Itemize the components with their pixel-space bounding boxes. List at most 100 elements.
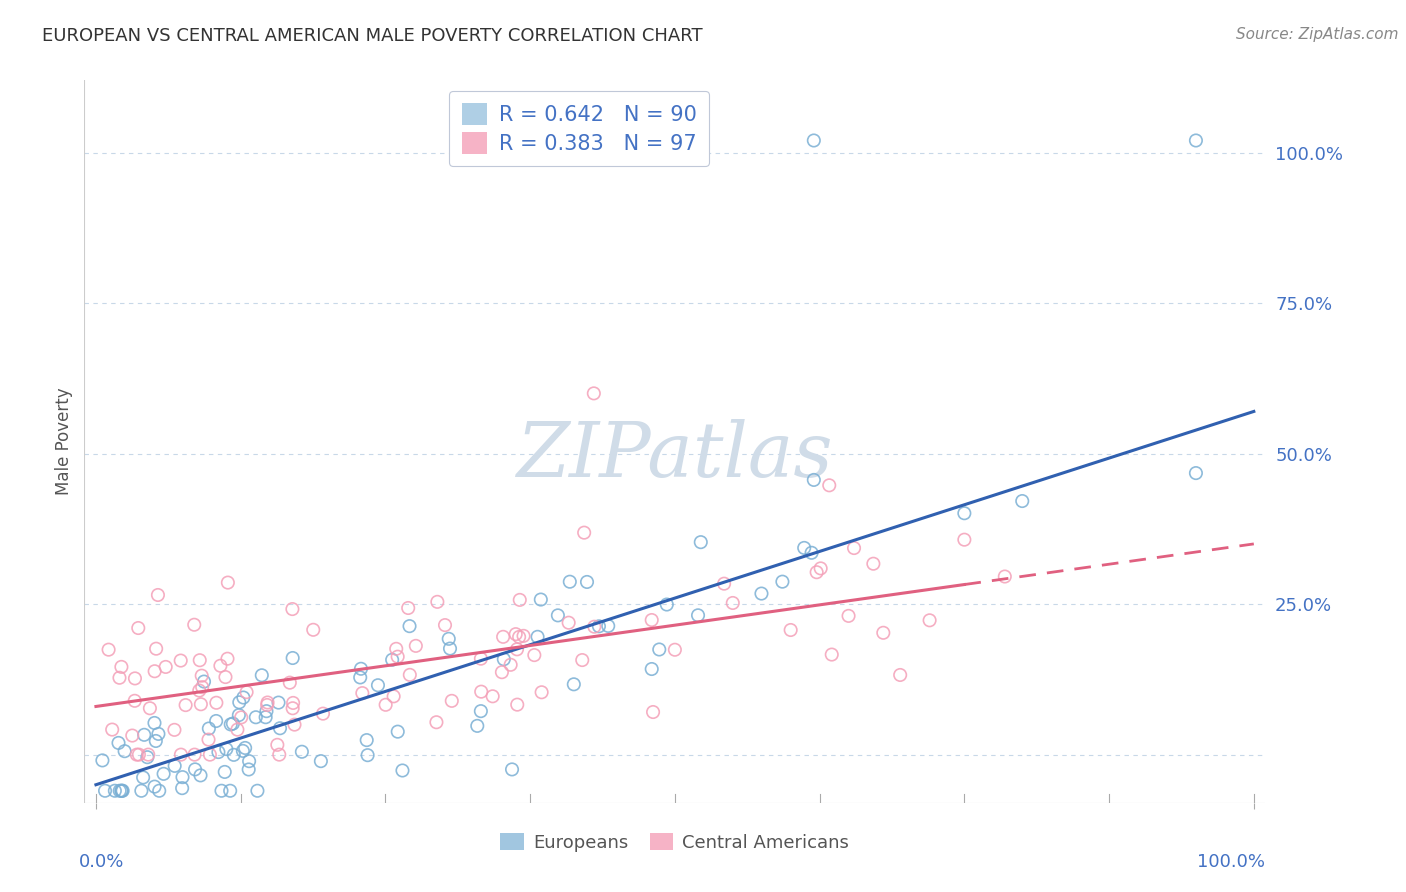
Text: Source: ZipAtlas.com: Source: ZipAtlas.com xyxy=(1236,27,1399,42)
Point xyxy=(94,784,117,798)
Point xyxy=(214,764,236,779)
Point xyxy=(145,641,167,656)
Point xyxy=(108,784,131,798)
Point xyxy=(114,744,136,758)
Point xyxy=(104,784,127,798)
Point xyxy=(163,759,186,773)
Point xyxy=(238,763,260,777)
Point xyxy=(110,660,132,674)
Point xyxy=(269,747,291,762)
Point xyxy=(470,704,492,718)
Text: 100.0%: 100.0% xyxy=(1198,854,1265,871)
Legend: Europeans, Central Americans: Europeans, Central Americans xyxy=(494,826,856,859)
Point xyxy=(214,670,236,684)
Point xyxy=(312,706,335,721)
Point xyxy=(217,651,239,665)
Point xyxy=(283,717,305,731)
Point xyxy=(465,719,488,733)
Point xyxy=(256,704,278,718)
Text: ZIPatlas: ZIPatlas xyxy=(516,419,834,493)
Point xyxy=(588,619,610,633)
Point xyxy=(492,630,515,644)
Point xyxy=(641,613,664,627)
Point xyxy=(190,668,212,682)
Point xyxy=(226,723,249,737)
Point xyxy=(232,690,254,705)
Point xyxy=(190,768,212,782)
Point xyxy=(492,652,515,666)
Point xyxy=(163,723,186,737)
Point xyxy=(889,668,911,682)
Point xyxy=(235,685,257,699)
Point xyxy=(598,619,620,633)
Point xyxy=(505,627,527,641)
Point xyxy=(281,696,304,710)
Point xyxy=(238,754,260,768)
Point xyxy=(111,784,134,798)
Point xyxy=(191,680,214,694)
Point xyxy=(193,674,215,689)
Point xyxy=(512,629,534,643)
Point xyxy=(470,651,492,665)
Point xyxy=(302,623,325,637)
Point xyxy=(198,722,221,736)
Point xyxy=(134,728,156,742)
Point xyxy=(267,696,290,710)
Point xyxy=(356,748,378,763)
Point xyxy=(664,642,686,657)
Point xyxy=(131,784,153,798)
Point xyxy=(352,686,374,700)
Point xyxy=(425,715,447,730)
Point xyxy=(222,716,245,731)
Point xyxy=(143,780,166,794)
Point xyxy=(530,685,553,699)
Point xyxy=(132,771,155,785)
Point xyxy=(953,506,976,520)
Point xyxy=(506,698,529,712)
Point xyxy=(583,620,606,634)
Point xyxy=(440,694,463,708)
Point xyxy=(188,653,211,667)
Point xyxy=(148,727,170,741)
Point xyxy=(374,698,396,712)
Point xyxy=(269,721,291,735)
Point xyxy=(101,723,124,737)
Text: 0.0%: 0.0% xyxy=(79,854,124,871)
Point xyxy=(862,557,884,571)
Point xyxy=(128,747,150,762)
Point xyxy=(437,632,460,646)
Point xyxy=(281,651,304,665)
Point xyxy=(188,683,211,698)
Point xyxy=(143,715,166,730)
Point xyxy=(713,576,735,591)
Point xyxy=(250,668,273,682)
Y-axis label: Male Poverty: Male Poverty xyxy=(55,388,73,495)
Point xyxy=(821,648,844,662)
Point xyxy=(1185,466,1208,480)
Point xyxy=(572,525,595,540)
Point xyxy=(146,588,169,602)
Point xyxy=(172,781,194,796)
Point xyxy=(721,596,744,610)
Point xyxy=(256,696,278,710)
Point xyxy=(215,742,238,756)
Text: EUROPEAN VS CENTRAL AMERICAN MALE POVERTY CORRELATION CHART: EUROPEAN VS CENTRAL AMERICAN MALE POVERT… xyxy=(42,27,703,45)
Point xyxy=(641,662,664,676)
Point xyxy=(499,657,522,672)
Point xyxy=(648,642,671,657)
Point xyxy=(231,710,253,724)
Point xyxy=(838,608,860,623)
Point xyxy=(391,764,413,778)
Point xyxy=(291,745,314,759)
Point xyxy=(562,677,585,691)
Point xyxy=(523,648,546,662)
Point xyxy=(770,574,793,589)
Point xyxy=(209,658,232,673)
Point xyxy=(211,784,233,798)
Point xyxy=(121,729,143,743)
Point xyxy=(686,608,709,623)
Point xyxy=(246,784,269,798)
Point xyxy=(530,592,553,607)
Point xyxy=(953,533,976,547)
Point xyxy=(256,698,278,712)
